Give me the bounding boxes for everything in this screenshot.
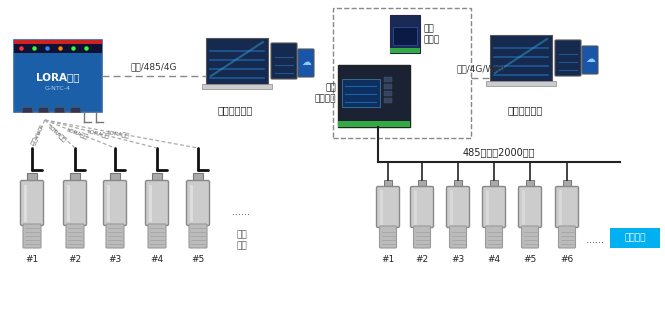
FancyBboxPatch shape [106, 224, 124, 248]
FancyBboxPatch shape [146, 180, 168, 226]
Text: 网络
采集器: 网络 采集器 [423, 24, 439, 44]
FancyBboxPatch shape [446, 187, 469, 228]
FancyBboxPatch shape [298, 49, 314, 77]
Text: 环境监控平台: 环境监控平台 [507, 105, 543, 115]
Text: G-NTC-4: G-NTC-4 [45, 86, 71, 92]
FancyBboxPatch shape [14, 40, 102, 53]
FancyBboxPatch shape [555, 40, 581, 76]
Text: LORA传输: LORA传输 [65, 127, 88, 141]
Text: #5: #5 [192, 255, 205, 264]
FancyBboxPatch shape [14, 40, 102, 112]
Text: LORA传输: LORA传输 [47, 124, 67, 144]
FancyBboxPatch shape [202, 84, 272, 89]
FancyBboxPatch shape [189, 224, 207, 248]
FancyBboxPatch shape [555, 187, 579, 228]
FancyBboxPatch shape [38, 107, 48, 112]
FancyBboxPatch shape [70, 107, 80, 112]
FancyBboxPatch shape [338, 65, 410, 127]
Text: #2: #2 [68, 255, 82, 264]
FancyBboxPatch shape [193, 173, 203, 181]
Text: 485传输（2000米）: 485传输（2000米） [463, 147, 535, 157]
FancyBboxPatch shape [66, 224, 84, 248]
FancyBboxPatch shape [410, 187, 434, 228]
FancyBboxPatch shape [206, 38, 268, 84]
FancyBboxPatch shape [483, 187, 505, 228]
FancyBboxPatch shape [21, 180, 43, 226]
Text: LORA传输: LORA传输 [28, 123, 43, 145]
FancyBboxPatch shape [342, 79, 380, 107]
FancyBboxPatch shape [563, 180, 571, 187]
FancyBboxPatch shape [559, 226, 575, 248]
Text: ☁: ☁ [585, 54, 595, 64]
FancyBboxPatch shape [485, 226, 503, 248]
FancyBboxPatch shape [490, 35, 552, 81]
FancyBboxPatch shape [450, 226, 467, 248]
Text: ......: ...... [232, 207, 250, 217]
FancyBboxPatch shape [70, 173, 80, 181]
FancyBboxPatch shape [110, 173, 120, 181]
FancyBboxPatch shape [384, 180, 392, 187]
FancyBboxPatch shape [380, 226, 396, 248]
Text: #4: #4 [150, 255, 164, 264]
Text: 环境监控平台: 环境监控平台 [217, 105, 253, 115]
Text: #6: #6 [561, 255, 574, 264]
FancyBboxPatch shape [486, 81, 556, 86]
Text: #3: #3 [452, 255, 465, 264]
Text: LORA传输: LORA传输 [86, 129, 110, 140]
Text: LORA网关: LORA网关 [37, 72, 80, 83]
Text: #2: #2 [416, 255, 428, 264]
Text: 网口/485/4G: 网口/485/4G [131, 62, 178, 71]
FancyBboxPatch shape [610, 228, 660, 248]
FancyBboxPatch shape [519, 187, 541, 228]
Text: 更多
测点: 更多 测点 [237, 230, 247, 250]
Text: 更多测点: 更多测点 [624, 234, 646, 243]
FancyBboxPatch shape [390, 48, 420, 53]
Text: ......: ...... [586, 235, 604, 245]
Text: #3: #3 [108, 255, 122, 264]
Text: #4: #4 [487, 255, 501, 264]
FancyBboxPatch shape [271, 43, 297, 79]
FancyBboxPatch shape [384, 84, 392, 89]
FancyBboxPatch shape [393, 27, 417, 45]
FancyBboxPatch shape [27, 173, 37, 181]
FancyBboxPatch shape [104, 180, 126, 226]
Text: 环境
监控主机: 环境 监控主机 [315, 83, 336, 103]
FancyBboxPatch shape [384, 98, 392, 103]
FancyBboxPatch shape [338, 121, 410, 127]
FancyBboxPatch shape [54, 107, 64, 112]
FancyBboxPatch shape [582, 46, 598, 74]
FancyBboxPatch shape [454, 180, 462, 187]
FancyBboxPatch shape [384, 77, 392, 82]
FancyBboxPatch shape [186, 180, 209, 226]
Text: LORA传输: LORA传输 [107, 129, 130, 139]
Text: #1: #1 [25, 255, 39, 264]
FancyBboxPatch shape [14, 40, 102, 44]
FancyBboxPatch shape [152, 173, 162, 181]
FancyBboxPatch shape [418, 180, 426, 187]
FancyBboxPatch shape [490, 180, 498, 187]
FancyBboxPatch shape [521, 226, 539, 248]
FancyBboxPatch shape [23, 224, 41, 248]
FancyBboxPatch shape [148, 224, 166, 248]
Text: ☁: ☁ [301, 57, 311, 67]
FancyBboxPatch shape [526, 180, 534, 187]
FancyBboxPatch shape [414, 226, 430, 248]
FancyBboxPatch shape [376, 187, 400, 228]
FancyBboxPatch shape [63, 180, 86, 226]
FancyBboxPatch shape [390, 15, 420, 53]
Text: 网口/4G/WIFI: 网口/4G/WIFI [456, 64, 505, 73]
FancyBboxPatch shape [22, 107, 32, 112]
Text: #1: #1 [381, 255, 394, 264]
Text: #5: #5 [523, 255, 537, 264]
FancyBboxPatch shape [384, 91, 392, 96]
